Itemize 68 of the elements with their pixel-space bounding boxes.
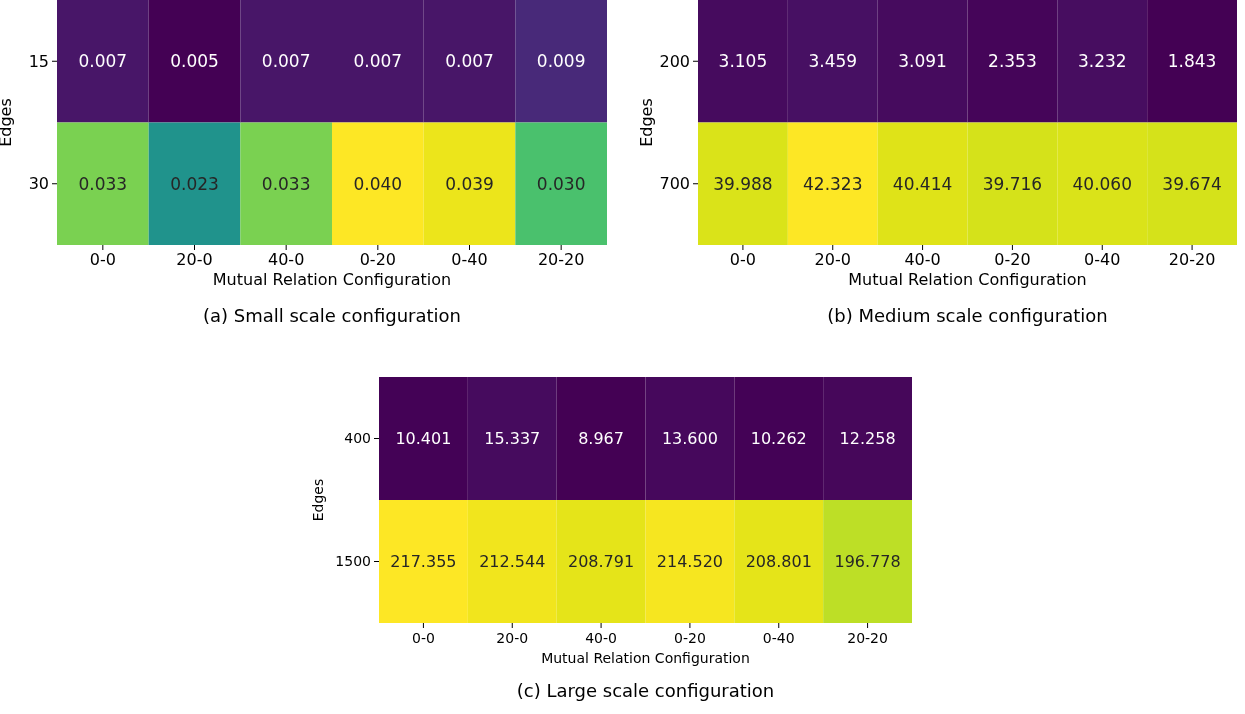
x-tick-label: 0-40 <box>762 630 795 646</box>
x-tick-label: 0-20 <box>994 250 1031 269</box>
data-label: 217.355 <box>390 552 457 572</box>
x-tick-label: 20-0 <box>176 250 213 269</box>
data-label: 0.005 <box>170 51 219 72</box>
data-label: 40.060 <box>1072 173 1132 194</box>
data-label: 3.105 <box>718 51 768 72</box>
data-label: 12.258 <box>839 429 896 449</box>
text: (b) Medium scale configuration <box>827 305 1108 326</box>
x-tick-label: 20-20 <box>537 250 585 269</box>
text: (a) Small scale configuration <box>202 305 462 326</box>
x-tick-label: 0-0 <box>729 250 756 269</box>
data-label: 0.007 <box>445 51 494 72</box>
data-label: 196.778 <box>834 552 901 572</box>
x-tick-label: 0-40 <box>1084 250 1121 269</box>
y-tick-label: 700 <box>659 174 690 194</box>
x-tick-label: 40-0 <box>904 250 941 269</box>
x-axis-title: Mutual Relation Configuration <box>212 270 452 289</box>
x-tick-label: 20-0 <box>496 630 529 646</box>
data-label: 8.967 <box>578 429 624 449</box>
x-tick-label: 40-0 <box>585 630 617 646</box>
data-label: 0.023 <box>170 173 219 194</box>
data-label: 39.674 <box>1162 173 1222 194</box>
data-label: 1.843 <box>1167 51 1217 72</box>
data-label: 15.337 <box>484 429 541 449</box>
x-axis-title: Mutual Relation Configuration <box>848 270 1087 289</box>
data-label: 13.600 <box>661 429 718 449</box>
y-axis-title: Edges <box>310 478 326 522</box>
text: (c) Large scale configuration <box>516 680 775 701</box>
y-tick-label: 30 <box>28 174 49 194</box>
data-label: 10.401 <box>395 429 452 449</box>
data-label: 3.232 <box>1077 51 1127 72</box>
data-label: 39.716 <box>982 173 1043 194</box>
data-label: 0.007 <box>78 51 128 72</box>
x-tick-label: 0-40 <box>451 250 488 269</box>
y-tick-label: 1500 <box>335 553 371 570</box>
data-label: 208.801 <box>745 552 812 572</box>
x-tick-label: 0-0 <box>411 630 435 646</box>
data-label: 40.414 <box>892 173 953 194</box>
x-tick-label: 0-0 <box>89 250 116 269</box>
data-label: 0.007 <box>353 51 403 72</box>
data-label: 0.039 <box>445 173 494 194</box>
x-tick-label: 40-0 <box>268 250 305 269</box>
x-axis-title: Mutual Relation Configuration <box>541 650 750 666</box>
data-label: 0.030 <box>536 173 586 194</box>
y-tick-label: 200 <box>659 51 690 71</box>
data-label: 208.791 <box>568 552 635 572</box>
data-label: 212.544 <box>479 552 546 572</box>
x-tick-label: 0-20 <box>359 250 396 269</box>
data-label: 3.091 <box>898 51 947 72</box>
y-axis-title: Edges <box>637 98 656 147</box>
data-label: 0.007 <box>261 51 311 72</box>
data-label: 2.353 <box>988 51 1037 72</box>
x-tick-label: 0-20 <box>674 630 706 646</box>
data-label: 0.033 <box>261 173 311 194</box>
data-label: 0.040 <box>353 173 403 194</box>
data-label: 0.033 <box>78 173 128 194</box>
x-tick-label: 20-20 <box>847 630 888 646</box>
data-label: 42.323 <box>803 173 863 194</box>
y-tick-label: 15 <box>28 51 49 71</box>
data-label: 3.459 <box>808 51 858 72</box>
data-label: 0.009 <box>536 51 586 72</box>
data-label: 39.988 <box>713 173 773 194</box>
x-tick-label: 20-20 <box>1168 250 1216 269</box>
data-label: 10.262 <box>750 429 807 449</box>
data-label: 214.520 <box>656 552 723 572</box>
y-tick-label: 400 <box>344 430 371 447</box>
x-tick-label: 20-0 <box>814 250 851 269</box>
